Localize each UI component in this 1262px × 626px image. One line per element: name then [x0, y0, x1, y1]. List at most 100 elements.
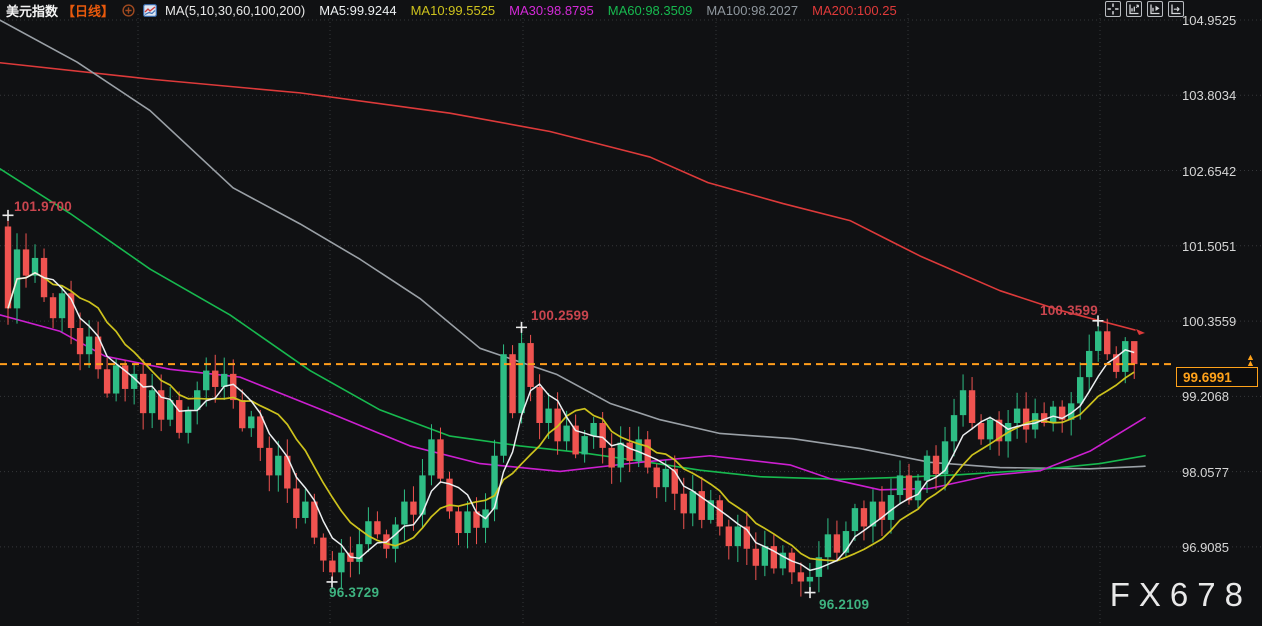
candle-body [977, 422, 985, 440]
price-axis-label: 104.9525 [1182, 13, 1237, 28]
candle-body [770, 546, 778, 569]
candle-body [743, 526, 751, 549]
candle-body [833, 534, 841, 553]
candle-body [617, 442, 624, 468]
ma-legend-item-ma10: MA10:99.5525 [410, 2, 496, 18]
candle-body [689, 491, 696, 514]
candle-body [293, 488, 300, 518]
candle-body [473, 511, 480, 528]
candle-body [959, 390, 967, 416]
candle-body [419, 475, 426, 515]
ma-legend: MA(5,10,30,60,100,200) MA5:99.9244 MA10:9… [165, 3, 897, 18]
last-price-tag: 99.6991 [1176, 366, 1258, 387]
candle-body [626, 442, 633, 461]
circled-plus-icon[interactable] [122, 3, 135, 17]
candle-body [518, 343, 525, 414]
candle-body [365, 521, 372, 545]
extreme-cross-marker [2, 209, 14, 221]
candle-body [545, 408, 552, 423]
candle-body [842, 531, 850, 553]
candle-body [1067, 403, 1075, 420]
candle-body [311, 501, 318, 538]
candle-body [329, 560, 336, 573]
candle-body [1040, 413, 1048, 423]
crosshair-icon[interactable] [1105, 1, 1121, 17]
price-annotation: 100.3599 [1040, 303, 1098, 318]
candle-body [455, 511, 462, 534]
candle-body [4, 226, 12, 309]
candle-body [608, 447, 615, 468]
candle-body [1104, 331, 1111, 355]
candle-body [581, 436, 588, 455]
candle-body [257, 416, 264, 448]
chart-playback-icon[interactable] [1147, 1, 1163, 17]
candle-body [103, 369, 111, 394]
candle-body [644, 439, 651, 468]
candle-body [338, 552, 345, 573]
candle-body [410, 501, 417, 515]
candle-body [851, 508, 859, 532]
candle-body [185, 409, 192, 433]
candle-body [130, 373, 138, 389]
ma-legend-item-ma200: MA200:100.25 [812, 2, 897, 18]
candle-body [572, 425, 579, 455]
extreme-cross-marker [1092, 315, 1104, 327]
chart-indicator-icon[interactable] [1126, 1, 1142, 17]
candle-body [671, 468, 678, 494]
candle-body [239, 400, 246, 429]
candle-body [175, 400, 183, 433]
candle-body [914, 480, 922, 501]
ma-line [0, 61, 1136, 331]
candle-body [1131, 341, 1138, 365]
candle-body [1086, 350, 1093, 378]
candle-body [356, 544, 363, 562]
candle-body [725, 526, 732, 547]
chart-header: 美元指数 【日线】 MA(5,10,30,60,100,200) MA5:99.… [6, 2, 897, 19]
ma-line [0, 314, 1146, 491]
candle-body [428, 439, 435, 476]
candle-body [85, 336, 93, 355]
candle-body [446, 478, 453, 512]
candle-body [491, 455, 498, 510]
price-annotation: 101.9700 [14, 199, 72, 214]
price-axis-label: 99.2068 [1182, 389, 1229, 405]
price-annotation: 100.2599 [531, 308, 589, 323]
candle-body [986, 419, 994, 440]
candle-body [31, 257, 39, 276]
candle-body [509, 354, 516, 414]
candle-body [707, 500, 714, 520]
price-axis-label: 98.0577 [1182, 464, 1229, 480]
candle-body [392, 524, 399, 549]
candle-body [554, 408, 561, 442]
chart-export-icon[interactable] [1168, 1, 1184, 17]
candle-body [248, 416, 255, 429]
candle-body [590, 422, 597, 437]
candle-body [698, 491, 705, 520]
candle-body [869, 501, 877, 527]
candle-body [950, 415, 958, 442]
price-alert-marker[interactable]: ▲ ▲ [1246, 352, 1255, 369]
candle-body [932, 455, 940, 475]
candle-body [662, 468, 669, 488]
candle-body [157, 390, 165, 420]
candle-body [653, 467, 660, 488]
symbol-title: 美元指数 [6, 3, 59, 19]
candle-body [1031, 413, 1039, 430]
candle-body [230, 373, 237, 401]
candle-body [1049, 406, 1057, 423]
candle-body [797, 572, 805, 582]
extreme-cross-marker [804, 587, 816, 599]
candle-body [1058, 406, 1066, 420]
candle-body [284, 455, 291, 489]
period-label: 【日线】 [62, 3, 115, 19]
candle-body [401, 501, 408, 525]
mini-chart-icon[interactable] [143, 3, 157, 17]
candle-body [536, 386, 543, 423]
candle-body [94, 336, 102, 370]
candle-body [464, 511, 471, 534]
candle-body [121, 365, 129, 389]
candle-body [67, 293, 75, 329]
candle-body [49, 297, 57, 319]
